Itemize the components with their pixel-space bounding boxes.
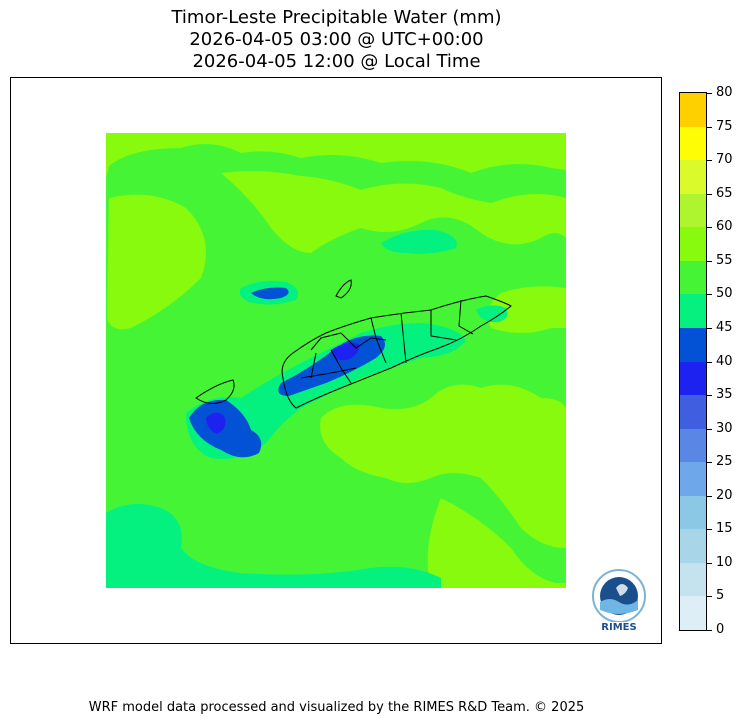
colorbar-tick-mark xyxy=(707,93,712,94)
colorbar-band xyxy=(680,293,706,328)
colorbar-tick-label: 0 xyxy=(716,622,725,637)
field-blue-north xyxy=(251,287,289,300)
colorbar-tick-mark xyxy=(707,630,712,631)
colorbar-tick-mark xyxy=(707,227,712,228)
logo-label: RIMES xyxy=(601,622,637,633)
colorbar-tick-mark xyxy=(707,194,712,195)
colorbar-tick-label: 5 xyxy=(716,588,725,603)
colorbar-tick-label: 20 xyxy=(716,488,733,503)
colorbar-tick-mark xyxy=(707,596,712,597)
colorbar-band xyxy=(680,260,706,295)
colorbar-band xyxy=(680,428,706,463)
field-springgreen-east xyxy=(476,305,508,323)
colorbar-tick-label: 60 xyxy=(716,219,733,234)
colorbar-tick-mark xyxy=(707,429,712,430)
colorbar-tick-label: 55 xyxy=(716,253,733,268)
colorbar-tick-label: 15 xyxy=(716,521,733,536)
country-borders xyxy=(195,279,512,409)
colorbar-band xyxy=(680,226,706,261)
footer-credit: WRF model data processed and visualized … xyxy=(88,700,585,715)
title-line-2: 2026-04-05 03:00 @ UTC+00:00 xyxy=(189,29,484,50)
colorbar-band xyxy=(680,159,706,194)
colorbar-tick-mark xyxy=(707,261,712,262)
colorbar-tick-label: 70 xyxy=(716,152,733,167)
colorbar-tick-mark xyxy=(707,127,712,128)
colorbar-tick-mark xyxy=(707,328,712,329)
colorbar-band xyxy=(680,495,706,530)
colorbar-tick-mark xyxy=(707,529,712,530)
colorbar-band xyxy=(680,528,706,563)
colorbar-tick-mark xyxy=(707,563,712,564)
field-lime-center xyxy=(221,171,566,333)
title-line-1: Timor-Leste Precipitable Water (mm) xyxy=(171,7,502,28)
colorbar-tick-mark xyxy=(707,362,712,363)
field-lime-southeast xyxy=(320,384,566,548)
colorbar-tick-label: 30 xyxy=(716,421,733,436)
colorbar-tick-label: 80 xyxy=(716,85,733,100)
precipitable-water-map xyxy=(106,133,566,588)
colorbar-band xyxy=(680,327,706,362)
colorbar-tick-label: 35 xyxy=(716,387,733,402)
colorbar xyxy=(679,92,707,631)
colorbar-tick-label: 40 xyxy=(716,354,733,369)
field-lime-south xyxy=(427,498,566,588)
colorbar-band xyxy=(680,361,706,396)
field-lime-north xyxy=(106,133,566,178)
colorbar-band xyxy=(680,461,706,496)
colorbar-tick-mark xyxy=(707,294,712,295)
colorbar-tick-label: 50 xyxy=(716,286,733,301)
colorbar-band xyxy=(680,595,706,630)
map-frame xyxy=(10,77,662,644)
colorbar-tick-label: 75 xyxy=(716,119,733,134)
field-springgreen-ridge xyxy=(186,323,466,459)
colorbar-tick-mark xyxy=(707,395,712,396)
field-springgreen-south xyxy=(106,504,441,588)
rimes-logo: RIMES xyxy=(586,566,652,636)
colorbar-tick-label: 10 xyxy=(716,555,733,570)
field-deepblue-ridge xyxy=(331,342,360,361)
field-blue-west xyxy=(189,399,262,458)
colorbar-tick-label: 45 xyxy=(716,320,733,335)
field-deepblue-west xyxy=(206,412,226,434)
colorbar-tick-mark xyxy=(707,462,712,463)
field-lime-northwest xyxy=(107,194,206,330)
colorbar-tick-mark xyxy=(707,160,712,161)
colorbar-tick-mark xyxy=(707,496,712,497)
colorbar-tick-label: 25 xyxy=(716,454,733,469)
colorbar-band xyxy=(680,126,706,161)
colorbar-band xyxy=(680,92,706,127)
colorbar-band xyxy=(680,562,706,597)
colorbar-tick-label: 65 xyxy=(716,186,733,201)
title-line-3: 2026-04-05 12:00 @ Local Time xyxy=(192,51,481,72)
colorbar-band xyxy=(680,394,706,429)
field-springgreen-north-a xyxy=(381,229,457,254)
colorbar-band xyxy=(680,193,706,228)
